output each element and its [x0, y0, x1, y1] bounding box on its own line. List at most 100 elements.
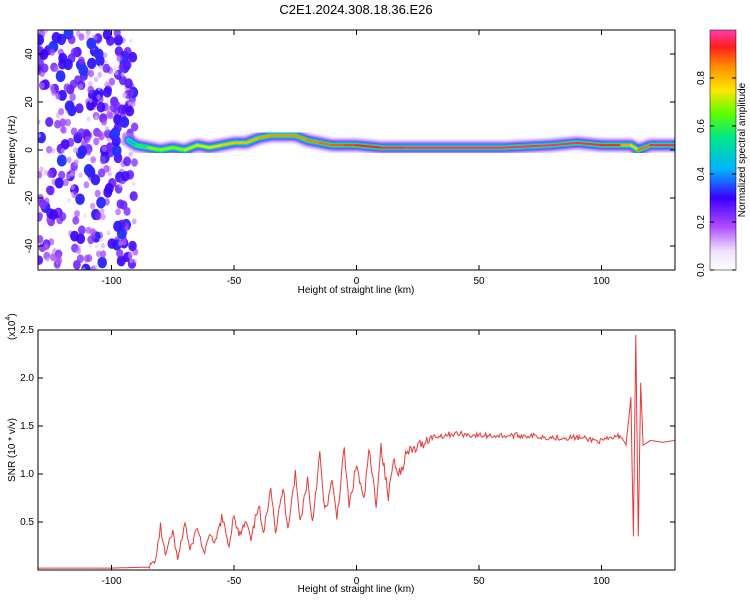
noise-blob [40, 63, 49, 73]
noise-blob [75, 193, 85, 205]
noise-blob [53, 65, 59, 73]
noise-blob [60, 148, 66, 154]
noise-blob [102, 52, 108, 59]
noise-blob [128, 51, 138, 63]
noise-blob [56, 154, 67, 167]
noise-blob [128, 151, 133, 157]
noise-blob [90, 174, 101, 186]
noise-blob [38, 34, 45, 46]
ridge-core-segment [637, 144, 652, 152]
noise-blob [85, 30, 91, 36]
noise-blob [38, 208, 41, 213]
y-tick-label: 2.0 [20, 373, 34, 384]
noise-blob [88, 80, 93, 87]
noise-blob [73, 178, 77, 183]
noise-blob [112, 66, 117, 71]
noise-blob [94, 243, 99, 249]
noise-blob [101, 118, 107, 126]
noise-blob [78, 64, 89, 77]
noise-blob [45, 185, 54, 195]
noise-blob [38, 133, 41, 138]
noise-blob [70, 230, 80, 242]
noise-blob [87, 57, 97, 70]
noise-blob [126, 267, 131, 270]
snr-y-multiplier-close: ) [7, 313, 18, 316]
noise-blob [75, 103, 84, 114]
ridge-core-segment [208, 144, 223, 149]
noise-blob [58, 108, 65, 116]
noise-blob [123, 59, 132, 70]
noise-region [38, 30, 139, 270]
x-tick-label: 100 [593, 576, 610, 587]
snr-y-multiplier-base: (x10 [7, 320, 18, 340]
ridge-core-segment [171, 146, 187, 152]
noise-blob [70, 184, 75, 191]
noise-blob [72, 216, 80, 225]
noise-blob [75, 247, 81, 255]
noise-blob [77, 56, 85, 65]
noise-blob [88, 69, 95, 78]
noise-blob [110, 127, 121, 140]
noise-blob [60, 119, 66, 127]
noise-blob [73, 147, 78, 154]
ridge-core-segment [245, 136, 260, 144]
noise-blob [63, 83, 71, 92]
spectrogram-y-label: Frequency (Hz) [7, 116, 18, 185]
noise-blob [78, 172, 83, 178]
noise-blob [38, 235, 44, 244]
ridge-core-segment [551, 141, 579, 147]
x-tick-label: -50 [227, 576, 242, 587]
noise-blob [111, 144, 122, 157]
ridge-core-segment [134, 144, 150, 149]
noise-blob [104, 183, 114, 194]
noise-blob [97, 168, 106, 178]
noise-blob [73, 159, 79, 166]
noise-blob [101, 145, 107, 152]
noise-blob [117, 104, 127, 115]
noise-blob [105, 78, 109, 83]
noise-blob [78, 83, 84, 90]
noise-blob [62, 178, 69, 187]
noise-blob [39, 49, 49, 60]
noise-blob [39, 166, 44, 173]
noise-blob [121, 171, 130, 182]
noise-blob [50, 89, 57, 96]
noise-blob [107, 238, 117, 249]
snr-frame [37, 329, 676, 571]
ridge-core-segment [159, 146, 174, 152]
noise-blob [65, 118, 71, 127]
noise-blob [90, 202, 96, 210]
colorbar: 0.0 0.2 0.4 0.6 0.8 Normalized spectral ampl… [696, 29, 748, 277]
figure-title: C2E1.2024.308.18.36.E26 [279, 2, 432, 17]
noise-blob [83, 213, 87, 218]
x-tick-label: 0 [354, 576, 360, 587]
noise-blob [102, 30, 112, 40]
noise-blob [130, 122, 139, 132]
y-tick-label: 0.5 [20, 517, 34, 528]
noise-blob [116, 249, 124, 258]
y-tick-label: 2.5 [20, 325, 34, 336]
noise-blob [45, 117, 54, 127]
colorbar-label: Normalized spectral amplitude [737, 82, 748, 217]
ridge-core-segment [629, 144, 640, 152]
noise-blob [107, 171, 112, 177]
noise-blob [38, 171, 43, 179]
noise-blob [93, 76, 99, 83]
noise-blob [70, 171, 74, 177]
noise-blob [90, 156, 96, 164]
colorbar-tick-label: 0.0 [696, 263, 707, 277]
noise-blob [96, 94, 101, 100]
noise-blob [78, 33, 85, 41]
y-tick-label: 0 [24, 147, 35, 153]
noise-blob [116, 199, 125, 209]
noise-blob [106, 230, 111, 236]
noise-blob [97, 256, 107, 269]
noise-blob [114, 46, 124, 57]
noise-blob [95, 250, 102, 258]
noise-blob [97, 71, 102, 78]
ridge-core-segment [127, 139, 138, 147]
noise-blob [81, 267, 86, 270]
noise-blob [100, 213, 106, 220]
noise-blob [39, 82, 46, 89]
